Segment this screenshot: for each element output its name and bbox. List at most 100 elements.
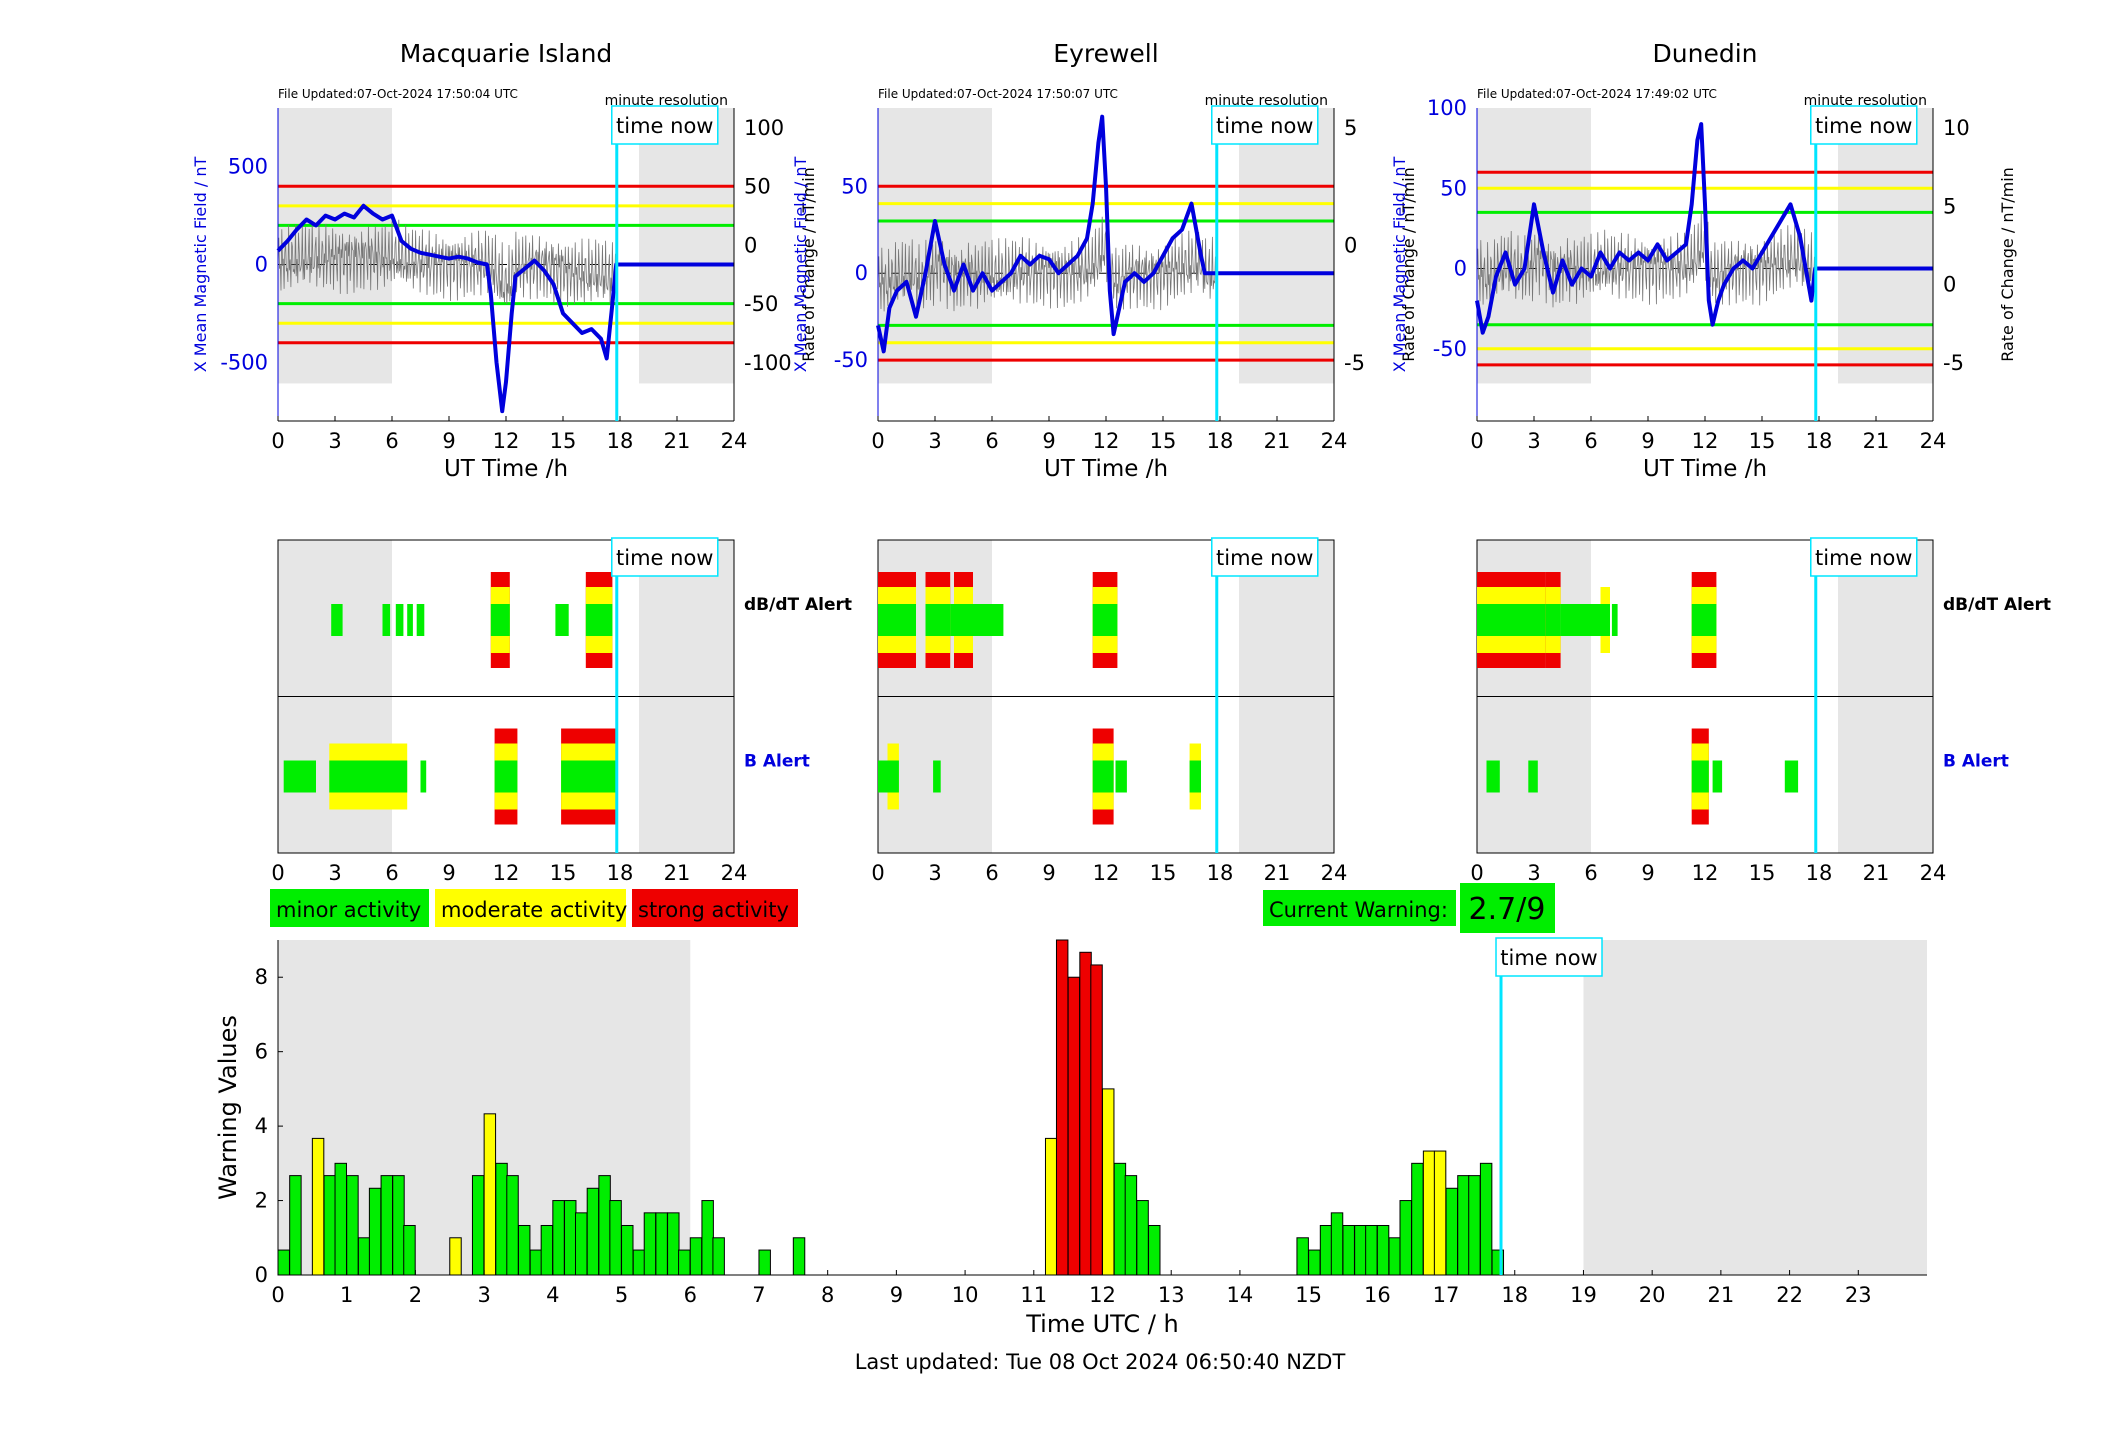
x-tick-label: 15: [1150, 429, 1177, 453]
warning-bar: [529, 1249, 543, 1276]
x-tick-label: 24: [1321, 429, 1348, 453]
dbdt-alert-minor: [585, 604, 613, 636]
shaded-night-span: [278, 108, 392, 384]
x-tick-label: 9: [1042, 861, 1055, 885]
y-right-tick-label: 5: [1943, 194, 1956, 218]
time-now-box: [1211, 537, 1319, 577]
y-left-axis-label: X Mean Magnetic Field / nT: [791, 157, 810, 373]
y-left-axis-label: X Mean Magnetic Field / nT: [191, 157, 210, 373]
time-now-label: time now: [1216, 114, 1313, 138]
x-tick-label: 3: [477, 1283, 490, 1307]
x-tick-label: 18: [1806, 861, 1833, 885]
warning-bar: [449, 1237, 462, 1276]
warning-bar: [1079, 951, 1092, 1276]
x-tick-label: 11: [1020, 1283, 1047, 1307]
x-tick-label: 12: [1692, 861, 1719, 885]
x-tick-label: 15: [1749, 429, 1776, 453]
station-title: Macquarie Island: [400, 39, 613, 68]
x-tick-label: 14: [1227, 1283, 1254, 1307]
magnetic-field-trace: [1475, 122, 1933, 335]
warning-bar: [357, 1237, 371, 1276]
x-tick-label: 3: [928, 861, 941, 885]
file-updated-text: File Updated:07-Oct-2024 17:50:07 UTC: [878, 87, 1118, 101]
x-tick-label: 12: [1692, 429, 1719, 453]
x-tick-label: 0: [271, 429, 284, 453]
warning-bar: [1308, 1249, 1321, 1276]
dbdt-alert-minor: [416, 604, 425, 636]
y-right-tick-label: -5: [1943, 351, 1964, 375]
dbdt-alert-minor: [382, 604, 391, 636]
dbdt-alert-minor: [1545, 604, 1561, 636]
warning-bar: [701, 1200, 714, 1276]
warning-bar: [655, 1212, 668, 1276]
shaded-night-span: [639, 108, 734, 384]
x-tick-label: 9: [442, 861, 455, 885]
dbdt-alert-minor: [407, 604, 413, 636]
file-updated-text: File Updated:07-Oct-2024 17:49:02 UTC: [1477, 87, 1717, 101]
b-alert-minor: [1189, 760, 1201, 793]
last-updated: Last updated: Tue 08 Oct 2024 06:50:40 N…: [855, 1350, 1346, 1374]
x-tick-label: 7: [752, 1283, 765, 1307]
warning-bar: [621, 1224, 634, 1276]
dbdt-alert-minor: [490, 604, 510, 636]
y-right-axis-label: Rate of Change / nT/min: [799, 167, 818, 362]
b-alert-minor: [420, 760, 427, 793]
warning-bar: [1113, 1162, 1127, 1276]
legend-label: moderate activity: [441, 898, 627, 922]
warning-bar: [311, 1137, 325, 1276]
y-left-tick-label: -50: [834, 348, 868, 372]
y-left-tick-label: 0: [855, 261, 868, 285]
dbdt-alert-minor: [1691, 604, 1717, 636]
x-tick-label: 21: [1708, 1283, 1735, 1307]
warning-bar: [1102, 1088, 1115, 1276]
x-tick-label: 0: [1470, 861, 1483, 885]
y-right-axis-label: Rate of Change / nT/min: [1998, 167, 2017, 362]
b-alert-minor: [933, 760, 941, 793]
time-now-label: time now: [1500, 946, 1597, 970]
x-tick-label: 13: [1158, 1283, 1185, 1307]
b-alert-minor: [1784, 760, 1799, 793]
warning-bar: [609, 1200, 622, 1276]
rate-of-change-trace: [877, 216, 1216, 312]
warning-bar: [1148, 1224, 1161, 1276]
warning-bar: [1136, 1200, 1149, 1276]
x-tick-label: 15: [550, 861, 577, 885]
y-right-tick-label: 0: [1344, 233, 1357, 257]
x-tick-label: 12: [1093, 429, 1120, 453]
y-right-tick-label: -50: [744, 292, 778, 316]
warning-bar: [1411, 1162, 1424, 1276]
x-tick-label: 12: [493, 861, 520, 885]
x-tick-label: 1: [340, 1283, 353, 1307]
x-tick-label: 18: [607, 429, 634, 453]
warning-bar: [506, 1175, 519, 1276]
x-tick-label: 6: [385, 429, 398, 453]
warning-bar: [323, 1175, 336, 1276]
b-alert-label: B Alert: [1943, 752, 2009, 772]
warning-bar: [1354, 1224, 1367, 1276]
warning-bar: [712, 1237, 725, 1276]
resolution-text: minute resolution: [1804, 93, 1927, 109]
dbdt-alert-label: dB/dT Alert: [744, 595, 852, 615]
x-tick-label: 8: [821, 1283, 834, 1307]
time-now-box: [1810, 105, 1918, 145]
x-tick-label: 21: [1863, 861, 1890, 885]
warning-bar: [792, 1237, 806, 1276]
file-updated-text: File Updated:07-Oct-2024 17:50:04 UTC: [278, 87, 518, 101]
x-tick-label: 12: [1093, 861, 1120, 885]
y-right-tick-label: 0: [744, 233, 757, 257]
warning-bar: [1319, 1224, 1333, 1276]
x-tick-label: 24: [1920, 861, 1947, 885]
y-right-tick-label: 10: [1943, 116, 1970, 140]
warning-chart: 0 1 2 3 4 5 6 7 8 9 10 11 12 13 14 15 16 17 18 19 20 21 22 2302…: [214, 937, 1927, 1338]
x-tick-label: 6: [985, 429, 998, 453]
x-tick-label: 6: [684, 1283, 697, 1307]
shaded-night-span: [1838, 108, 1933, 384]
warning-bar: [667, 1212, 680, 1276]
y-left-tick-label: 500: [228, 155, 268, 179]
warning-bar: [540, 1224, 554, 1276]
y-tick-label: 6: [255, 1040, 268, 1064]
x-axis-label: UT Time /h: [1643, 456, 1767, 482]
legend-swatch: [270, 889, 429, 927]
